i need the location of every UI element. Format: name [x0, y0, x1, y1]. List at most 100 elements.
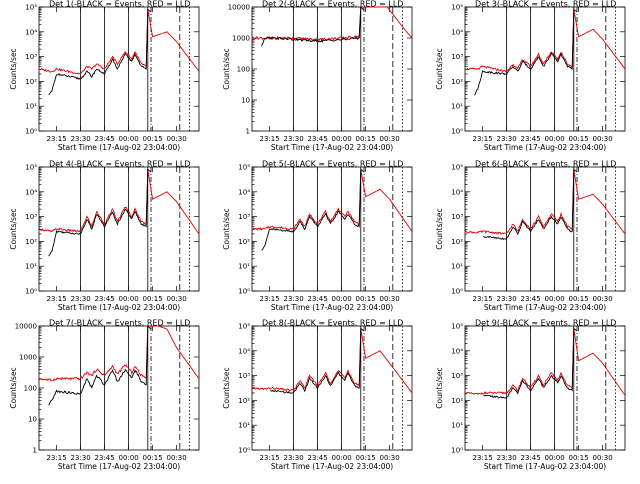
- y-tick-label: 10⁴: [451, 347, 463, 355]
- y-tick-label: 10⁰: [451, 288, 463, 296]
- y-tick-label: 10³: [451, 213, 463, 221]
- y-tick-label: 10²: [451, 238, 463, 246]
- x-tick-label: 00:30: [380, 295, 400, 303]
- x-tick-label: 23:30: [71, 295, 91, 303]
- y-axis-label: Counts/sec: [435, 208, 444, 249]
- x-axis-label: Start Time (17-Aug-02 23:04:00): [58, 462, 180, 471]
- x-axis-label: Start Time (17-Aug-02 23:04:00): [58, 303, 180, 312]
- plot-frame: [38, 166, 200, 292]
- lld-series-line: [38, 169, 200, 235]
- x-axis-label: Start Time (17-Aug-02 23:04:00): [484, 143, 606, 152]
- x-tick-label: 23:45: [521, 135, 541, 143]
- x-tick-label: 23:30: [497, 454, 517, 462]
- x-tick-label: 23:45: [95, 454, 115, 462]
- x-tick-label: 23:45: [308, 454, 328, 462]
- events-series-line: [48, 168, 152, 257]
- x-tick-label: 00:00: [119, 135, 139, 143]
- x-tick-label: 23:45: [521, 295, 541, 303]
- lld-series-line: [38, 325, 200, 382]
- y-tick-label: 10¹: [25, 263, 37, 271]
- x-tick-label: 00:00: [545, 135, 565, 143]
- y-tick-label: 10: [241, 97, 250, 105]
- y-tick-label: 10¹: [451, 422, 463, 430]
- y-tick-label: 10⁵: [25, 4, 37, 12]
- lld-series-line: [464, 328, 626, 396]
- x-tick-label: 00:15: [143, 135, 163, 143]
- plot-frame: [251, 166, 413, 292]
- x-tick-label: 00:00: [545, 454, 565, 462]
- y-tick-label: 10⁰: [451, 128, 463, 136]
- panel-title: Det 5(-BLACK = Events, RED = LLD: [262, 160, 403, 169]
- y-axis-label: Counts/sec: [222, 48, 231, 89]
- x-tick-label: 23:45: [308, 135, 328, 143]
- x-tick-label: 00:15: [569, 135, 589, 143]
- y-tick-label: 10⁴: [238, 188, 250, 196]
- y-tick-label: 10²: [25, 78, 37, 86]
- x-tick-label: 23:30: [284, 454, 304, 462]
- x-tick-label: 23:30: [284, 135, 304, 143]
- x-tick-label: 23:45: [95, 135, 115, 143]
- x-tick-label: 23:30: [497, 295, 517, 303]
- plot-frame: [464, 166, 626, 292]
- y-tick-label: 10⁵: [25, 164, 37, 172]
- y-tick-label: 10³: [25, 213, 37, 221]
- y-tick-label: 10²: [451, 397, 463, 405]
- y-tick-label: 10⁴: [451, 188, 463, 196]
- x-tick-label: 00:00: [332, 135, 352, 143]
- y-tick-label: 10⁵: [451, 4, 463, 12]
- plot-frame: [464, 325, 626, 451]
- events-series-line: [483, 168, 578, 241]
- detector-panel-8: Det 8(-BLACK = Events, RED = LLD 10⁰ 10¹ 10…: [222, 319, 413, 471]
- x-axis-label: Start Time (17-Aug-02 23:04:00): [271, 143, 393, 152]
- plot-frame: [464, 6, 626, 132]
- events-series-line: [483, 327, 578, 399]
- x-tick-label: 00:15: [569, 454, 589, 462]
- y-tick-label: 10³: [238, 372, 250, 380]
- events-series-line: [261, 168, 365, 251]
- x-tick-label: 23:30: [497, 135, 517, 143]
- x-tick-label: 00:15: [356, 135, 376, 143]
- y-tick-label: 10¹: [238, 263, 250, 271]
- y-tick-label: 10⁴: [451, 28, 463, 36]
- x-tick-label: 00:30: [380, 135, 400, 143]
- y-tick-label: 10: [28, 416, 37, 424]
- x-tick-label: 00:15: [143, 454, 163, 462]
- x-axis-label: Start Time (17-Aug-02 23:04:00): [484, 462, 606, 471]
- lld-series-line: [38, 9, 200, 75]
- panel-title: Det 2(-BLACK = Events, RED = LLD: [262, 0, 403, 9]
- lld-series-line: [252, 328, 413, 394]
- x-tick-label: 23:15: [47, 135, 67, 143]
- y-axis-label: Counts/sec: [9, 208, 18, 249]
- x-tick-label: 23:15: [260, 135, 280, 143]
- events-series-line: [474, 8, 578, 96]
- x-tick-label: 00:30: [167, 454, 187, 462]
- y-tick-label: 10⁰: [238, 447, 250, 455]
- x-tick-label: 23:15: [260, 454, 280, 462]
- events-series-line: [48, 8, 152, 96]
- x-tick-label: 23:15: [260, 295, 280, 303]
- y-tick-label: 10⁰: [25, 128, 37, 136]
- y-tick-label: 1000: [19, 354, 37, 362]
- y-tick-label: 10¹: [25, 103, 37, 111]
- x-tick-label: 23:30: [71, 454, 91, 462]
- x-tick-label: 00:00: [332, 295, 352, 303]
- detector-panel-4: Det 4(-BLACK = Events, RED = LLD 10⁰ 10¹ 10…: [9, 160, 200, 312]
- lld-series-line: [251, 6, 413, 42]
- y-tick-label: 10⁰: [451, 447, 463, 455]
- y-tick-label: 10⁴: [238, 347, 250, 355]
- y-tick-label: 10¹: [238, 422, 250, 430]
- lld-series-line: [251, 169, 413, 232]
- detector-panel-1: Det 1(-BLACK = Events, RED = LLD 10⁰ 10¹ 10…: [9, 0, 200, 152]
- y-tick-label: 10⁵: [451, 323, 463, 331]
- panel-title: Det 6(-BLACK = Events, RED = LLD: [475, 160, 616, 169]
- y-tick-label: 10²: [25, 238, 37, 246]
- y-tick-label: 10⁰: [25, 288, 37, 296]
- y-tick-label: 10⁵: [451, 164, 463, 172]
- x-axis-label: Start Time (17-Aug-02 23:04:00): [484, 303, 606, 312]
- x-tick-label: 00:30: [593, 295, 613, 303]
- events-series-line: [48, 324, 152, 406]
- y-tick-label: 10²: [238, 397, 250, 405]
- y-tick-label: 1: [33, 447, 37, 455]
- x-tick-label: 00:30: [380, 454, 400, 462]
